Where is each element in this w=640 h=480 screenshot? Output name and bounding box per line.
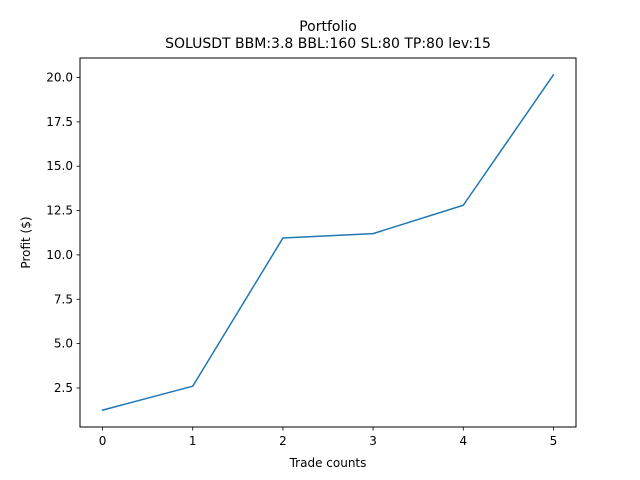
- chart-title: Portfolio: [299, 19, 357, 35]
- x-tick-label: 4: [459, 434, 467, 448]
- series-line-0: [101, 73, 555, 412]
- y-tick-label: 2.5: [54, 381, 73, 395]
- x-axis-label: Trade counts: [289, 456, 367, 470]
- y-axis: 2.5 5.0 7.5 10.0 12.5 15.0 17.5 20.0: [46, 71, 80, 395]
- x-tick-label: 5: [550, 434, 558, 448]
- x-tick-label: 3: [369, 434, 377, 448]
- x-tick-label: 0: [99, 434, 107, 448]
- y-tick-label: 20.0: [46, 71, 73, 85]
- y-axis-label: Profit ($): [19, 216, 33, 268]
- x-axis: 0 1 2 3 4 5: [99, 427, 558, 448]
- x-tick-label: 1: [189, 434, 197, 448]
- plot-frame: [79, 57, 577, 428]
- plot-area: [101, 73, 555, 412]
- y-tick-label: 12.5: [46, 204, 73, 218]
- y-tick-label: 17.5: [46, 115, 73, 129]
- y-tick-label: 7.5: [54, 292, 73, 306]
- y-tick-label: 10.0: [46, 248, 73, 262]
- chart-subtitle: SOLUSDT BBM:3.8 BBL:160 SL:80 TP:80 lev:…: [165, 36, 491, 52]
- y-tick-label: 15.0: [46, 159, 73, 173]
- x-tick-label: 2: [279, 434, 287, 448]
- y-tick-label: 5.0: [54, 337, 73, 351]
